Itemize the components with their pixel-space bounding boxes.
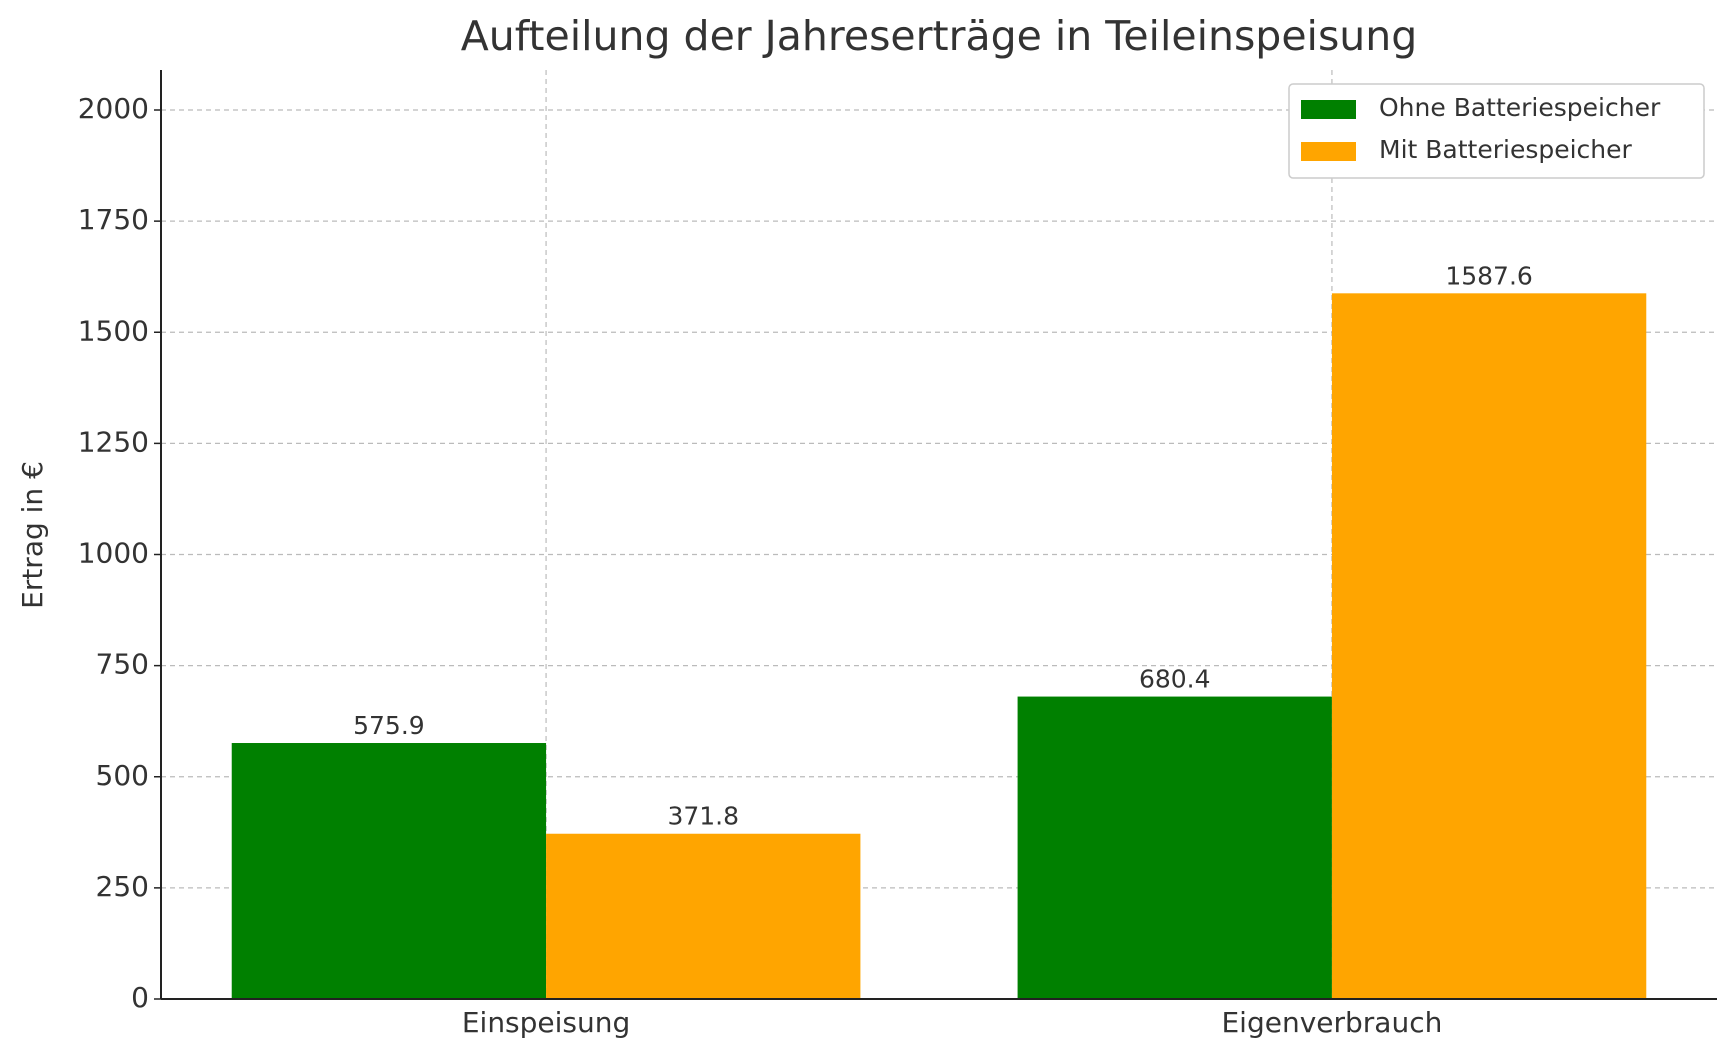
bar (546, 833, 861, 999)
y-tick-label: 1250 (78, 425, 149, 458)
y-tick-label: 750 (96, 648, 149, 681)
legend-swatch (1301, 100, 1356, 119)
legend-swatch (1301, 142, 1356, 161)
y-axis-label: Ertrag in € (16, 461, 49, 609)
chart-title: Aufteilung der Jahreserträge in Teileins… (461, 12, 1418, 60)
bar (231, 743, 547, 999)
y-tick-label: 500 (96, 759, 149, 792)
y-tick-label: 250 (96, 870, 149, 903)
legend-label: Ohne Batteriespeicher (1379, 93, 1661, 122)
y-tick-label: 1750 (78, 203, 149, 236)
bar (1017, 696, 1332, 999)
value-label: 1587.6 (1445, 261, 1532, 290)
value-label: 371.8 (667, 802, 739, 831)
y-tick-label: 0 (131, 981, 149, 1014)
y-tick-label: 2000 (78, 92, 149, 125)
legend-label: Mit Batteriespeicher (1379, 135, 1633, 164)
y-tick-label: 1000 (78, 537, 149, 570)
y-tick-label: 1500 (78, 314, 149, 347)
x-tick-label: Eigenverbrauch (1221, 1006, 1442, 1039)
bar (1331, 293, 1647, 999)
value-label: 680.4 (1139, 665, 1211, 694)
x-tick-label: Einspeisung (462, 1006, 630, 1039)
legend-box (1288, 83, 1705, 179)
value-label: 575.9 (353, 711, 425, 740)
